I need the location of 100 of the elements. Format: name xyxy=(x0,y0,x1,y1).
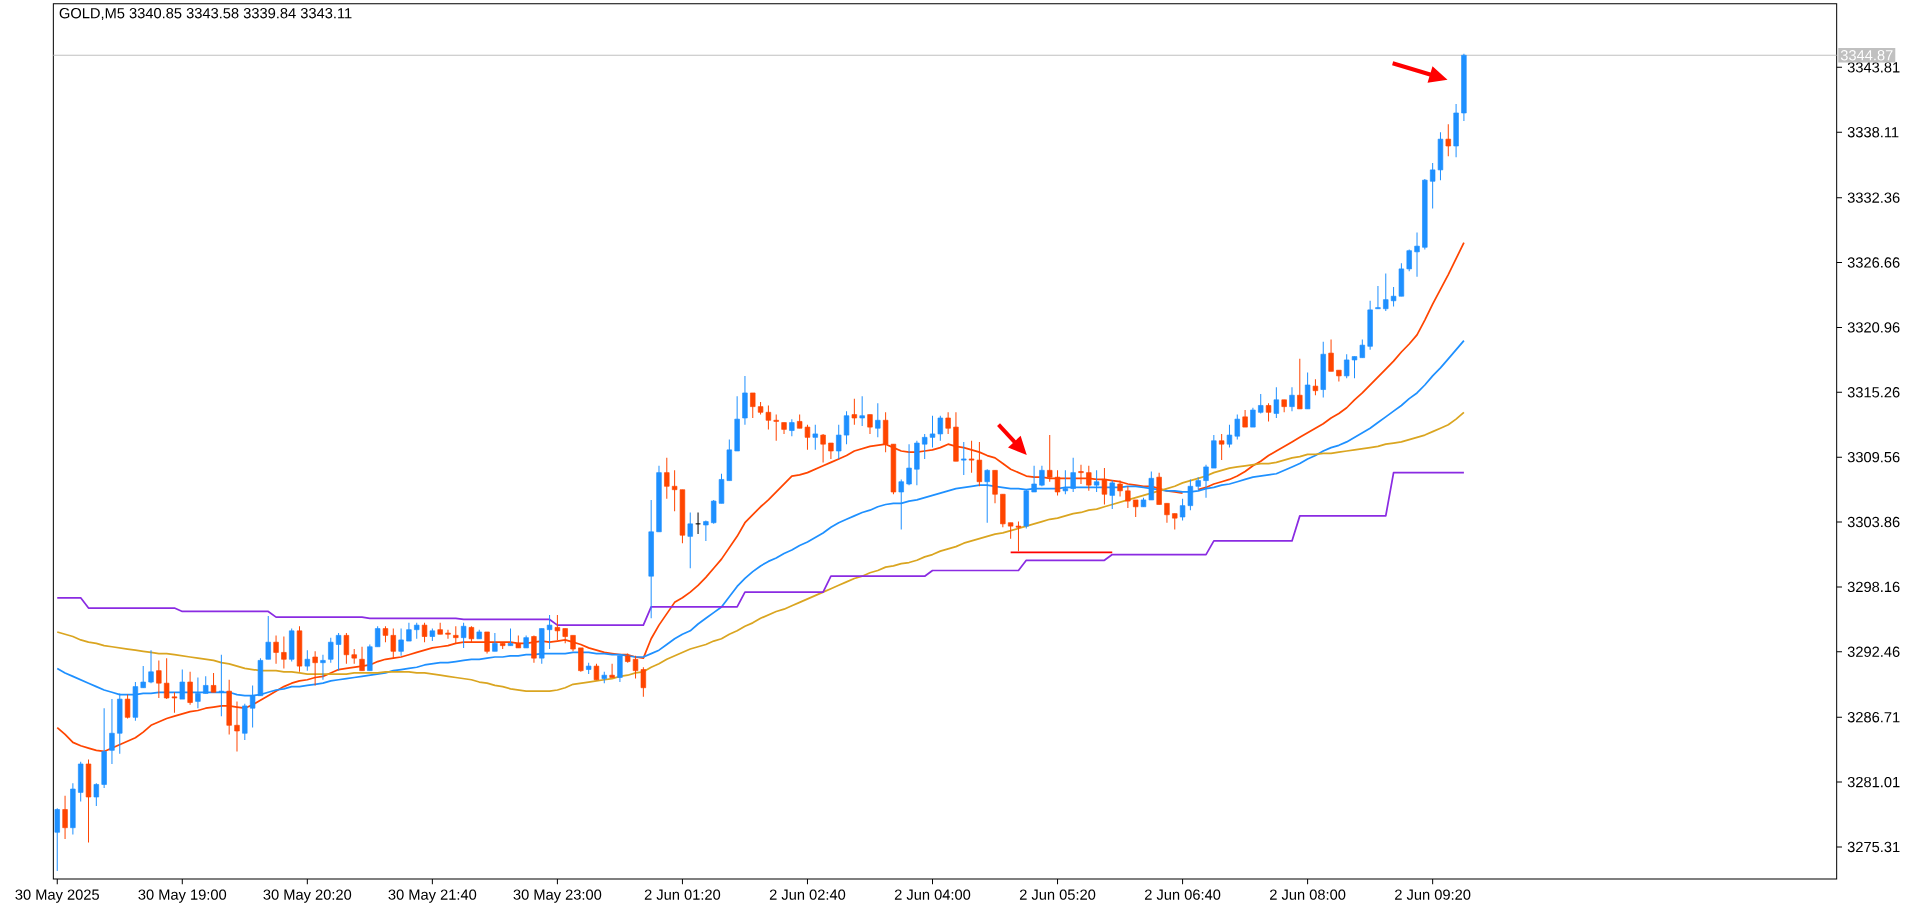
candlestick xyxy=(1250,407,1256,428)
candlestick xyxy=(460,622,467,649)
candlestick xyxy=(750,392,756,419)
candlestick xyxy=(867,414,873,435)
candlestick xyxy=(1234,414,1240,441)
candlestick xyxy=(367,643,373,672)
y-tick-label: 3286.71 xyxy=(1847,712,1900,723)
x-tick-label: 30 May 19:00 xyxy=(138,889,227,903)
candlestick xyxy=(1344,353,1350,379)
x-tick-label: 30 May 2025 xyxy=(15,889,99,903)
candlestick xyxy=(273,634,279,665)
candlestick xyxy=(1375,285,1381,310)
candlestick xyxy=(1351,356,1358,379)
candlestick xyxy=(1125,485,1131,509)
candlestick xyxy=(148,649,154,684)
candlestick xyxy=(1203,464,1209,499)
candlestick xyxy=(335,632,342,672)
y-tick-label: 3309.56 xyxy=(1847,451,1900,463)
candlestick xyxy=(93,782,100,807)
candlestick xyxy=(1226,424,1233,449)
candlestick xyxy=(1117,480,1123,498)
candlestick xyxy=(1336,369,1342,383)
x-tick-label: 2 Jun 06:40 xyxy=(1144,889,1221,900)
y-tick-label: 3275.31 xyxy=(1847,841,1900,853)
candlestick xyxy=(492,632,498,652)
x-tick-label: 30 May 21:40 xyxy=(388,889,477,903)
candlestick xyxy=(687,511,693,569)
candlestick xyxy=(1304,371,1311,410)
candlestick xyxy=(773,414,779,442)
candlestick xyxy=(898,478,904,531)
candlestick xyxy=(406,622,412,642)
candlestick xyxy=(1289,386,1295,412)
candlestick xyxy=(546,614,553,650)
y-tick-label: 3332.36 xyxy=(1847,192,1900,203)
candlestick xyxy=(1054,469,1061,496)
candlestick xyxy=(578,647,584,673)
candlestick xyxy=(328,637,334,664)
y-tick-label: 3320.96 xyxy=(1847,322,1900,333)
candlestick xyxy=(906,443,912,486)
candlestick xyxy=(445,629,451,640)
x-tick-label: 2 Jun 04:00 xyxy=(894,889,971,900)
candlestick xyxy=(109,698,115,765)
candlestick xyxy=(531,634,537,664)
candlestick xyxy=(617,655,623,683)
candlestick xyxy=(1273,386,1280,419)
candlestick xyxy=(156,659,162,699)
candlestick xyxy=(664,457,670,500)
x-tick-label: 2 Jun 02:40 xyxy=(769,889,846,900)
y-tick-label: 3326.66 xyxy=(1847,257,1900,268)
candlestick xyxy=(836,424,842,460)
candlestick xyxy=(929,415,936,449)
candlestick xyxy=(1414,231,1420,278)
x-tick-label: 2 Jun 05:20 xyxy=(1019,889,1096,900)
candlestick xyxy=(703,519,709,542)
candlestick xyxy=(187,671,193,706)
candlestick xyxy=(343,632,350,665)
y-tick-label: 3343.81 xyxy=(1847,62,1900,73)
candlestick xyxy=(875,402,881,438)
y-tick-label: 3315.26 xyxy=(1847,387,1900,398)
x-tick-label: 2 Jun 08:00 xyxy=(1270,889,1346,900)
candlestick xyxy=(54,807,60,872)
chart-title: GOLD,M5 3340.85 3343.58 3339.84 3343.11 xyxy=(59,8,352,21)
x-tick-label: 2 Jun 09:20 xyxy=(1395,889,1471,900)
candlestick xyxy=(851,398,858,426)
candlestick xyxy=(1328,338,1334,372)
x-tick-label: 2 Jun 01:20 xyxy=(644,889,721,900)
candlestick xyxy=(554,614,561,641)
candlestick xyxy=(210,672,217,693)
candlestick xyxy=(1047,434,1053,483)
candlestick xyxy=(843,410,850,445)
candlestick xyxy=(812,424,818,451)
candlestick xyxy=(937,415,943,442)
candlestick xyxy=(1164,502,1170,524)
y-tick-label: 3281.01 xyxy=(1847,776,1900,788)
candlestick xyxy=(1445,123,1451,157)
candlestick xyxy=(1039,465,1045,487)
candlestick xyxy=(820,433,826,463)
candlestick xyxy=(374,625,381,648)
candlestick xyxy=(1093,469,1100,493)
ref-line-label: 3344.87 xyxy=(1840,50,1893,61)
candlestick xyxy=(1070,457,1076,493)
candlestick xyxy=(945,411,951,435)
candlestick xyxy=(1086,465,1092,492)
candlestick xyxy=(992,469,998,504)
candlestick xyxy=(281,636,287,669)
candlestick xyxy=(421,622,428,643)
x-tick-label: 30 May 20:20 xyxy=(263,889,352,903)
candlestick xyxy=(1265,402,1272,422)
candlestick xyxy=(859,395,865,427)
candlestick xyxy=(265,615,271,660)
candlestick xyxy=(1218,433,1225,461)
candlestick xyxy=(1383,272,1389,312)
candlestick xyxy=(390,628,396,659)
candlestick xyxy=(62,795,68,840)
candlestick xyxy=(312,650,318,686)
candlestick xyxy=(320,654,326,681)
candlestick xyxy=(1148,470,1154,501)
candlestick xyxy=(398,628,404,657)
candlestick xyxy=(1297,358,1303,410)
candlestick xyxy=(922,433,928,460)
